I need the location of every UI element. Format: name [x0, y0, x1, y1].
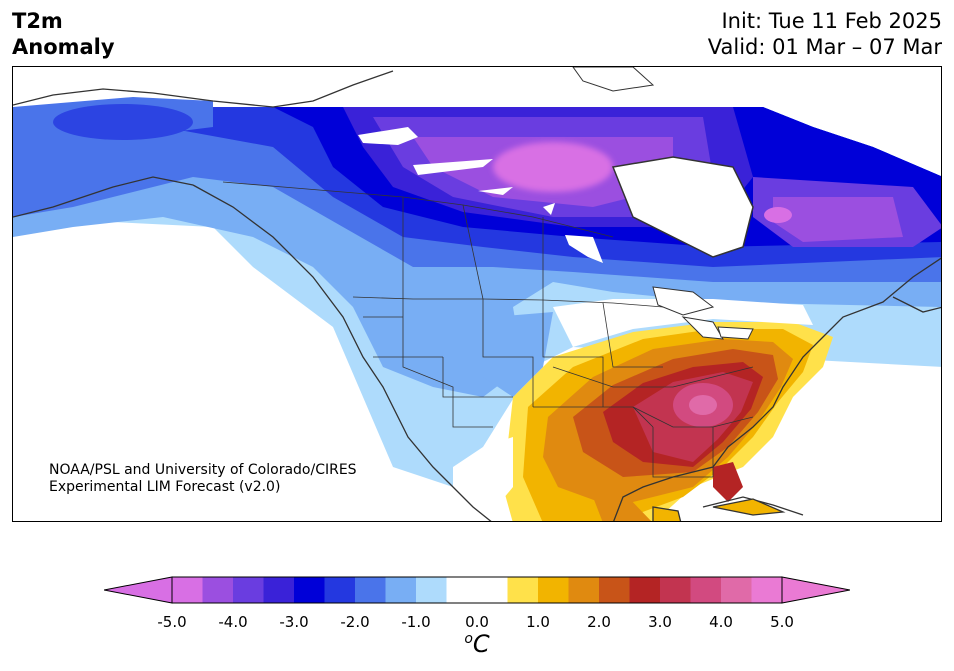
credit-line-1: NOAA/PSL and University of Colorado/CIRE… — [49, 462, 357, 478]
forecast-dates: Init: Tue 11 Feb 2025 Valid: 01 Mar – 07… — [708, 8, 942, 60]
colorbar-tick-label: 1.0 — [526, 613, 550, 631]
colorbar-swatch — [629, 577, 661, 603]
colorbar-tick-label: 3.0 — [648, 613, 672, 631]
colorbar-swatch — [721, 577, 752, 603]
colorbar-swatch — [446, 577, 478, 603]
anomaly-map — [12, 66, 942, 522]
colorbar-over-arrow — [781, 576, 850, 604]
colorbar-tick-label: -1.0 — [401, 613, 431, 631]
colorbar-ticks: -5.0 -4.0 -3.0 -2.0 -1.0 0.0 1.0 2.0 3.0 4.0 5.0 — [0, 613, 954, 633]
unit-degree: o — [464, 631, 473, 647]
init-date: Init: Tue 11 Feb 2025 — [721, 9, 942, 33]
colorbar-tick-label: -4.0 — [218, 613, 248, 631]
colorbar-swatch — [202, 577, 234, 603]
colorbar-swatch — [233, 577, 264, 603]
colorbar-swatch — [507, 577, 539, 603]
colorbar-swatch — [538, 577, 569, 603]
unit-label: oC — [464, 630, 489, 658]
colorbar-swatch — [568, 577, 600, 603]
hudson-bay — [611, 156, 754, 258]
colorbar-swatch — [324, 577, 356, 603]
colorbar-tick-label: 0.0 — [465, 613, 489, 631]
colorbar-tick-label: -3.0 — [279, 613, 309, 631]
title-line-1: T2m — [12, 9, 63, 33]
colorbar-swatch — [477, 577, 508, 603]
colorbar-border — [171, 576, 783, 604]
colorbar-under-arrow — [104, 576, 173, 604]
colorbar-tick-label: 2.0 — [587, 613, 611, 631]
colorbar-swatch — [263, 577, 295, 603]
colorbar-swatch — [751, 577, 783, 603]
colorbar-tick-label: 4.0 — [709, 613, 733, 631]
colorbar-tick-label: -5.0 — [157, 613, 187, 631]
map-title: T2m Anomaly — [12, 8, 115, 60]
coastlines — [13, 70, 941, 521]
colorbar-tick-label: -2.0 — [340, 613, 370, 631]
colorbar — [104, 576, 850, 604]
colorbar-swatch — [172, 577, 203, 603]
colorbar-swatch — [690, 577, 722, 603]
unit-letter: C — [472, 630, 490, 658]
title-line-2: Anomaly — [12, 35, 115, 59]
colorbar-swatch — [599, 577, 630, 603]
political-borders — [222, 181, 754, 478]
credit-line-2: Experimental LIM Forecast (v2.0) — [49, 479, 281, 495]
colorbar-tick-label: 5.0 — [770, 613, 794, 631]
colorbar-swatch — [385, 577, 417, 603]
colorbar-swatch — [294, 577, 325, 603]
colorbar-swatch — [660, 577, 691, 603]
valid-range: Valid: 01 Mar – 07 Mar — [707, 35, 942, 59]
colorbar-swatch — [416, 577, 447, 603]
map-svg — [13, 67, 941, 521]
colorbar-swatch — [355, 577, 386, 603]
credit-text: NOAA/PSL and University of Colorado/CIRE… — [49, 462, 357, 496]
